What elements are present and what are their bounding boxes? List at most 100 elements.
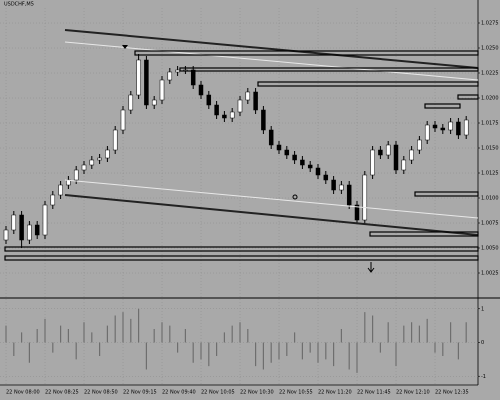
x-tick-label: 22 Nov 08:25 [45, 390, 79, 396]
histogram-bar [340, 329, 342, 343]
histogram-bar [13, 342, 15, 356]
level-box [4, 246, 479, 252]
candle-body [331, 179, 336, 191]
histogram-bar [364, 312, 366, 343]
candle-body [276, 144, 282, 151]
candle-body [385, 144, 391, 156]
y-tick-label: 1.0275 [481, 21, 499, 27]
trend-line [64, 179, 479, 219]
candle-body [401, 159, 407, 171]
candle-body [81, 164, 87, 171]
candle-body [417, 139, 422, 151]
level-box [179, 67, 479, 72]
histogram-bar [426, 318, 428, 343]
candle-body [27, 224, 32, 241]
x-tick-label: 22 Nov 12:10 [396, 390, 430, 396]
histogram-bar [200, 342, 202, 360]
drawn-objects [4, 29, 479, 273]
candle-body [175, 69, 180, 73]
histogram-bar [177, 342, 179, 353]
histogram-bar [122, 312, 124, 343]
histogram-bar [52, 342, 54, 353]
candle-body [73, 169, 79, 181]
candle-body [214, 104, 219, 116]
candle-body [159, 79, 165, 101]
trend-line [64, 29, 479, 69]
histogram-bar [239, 322, 241, 343]
histogram-bar [356, 342, 358, 373]
y-tick-label: -1 [481, 374, 486, 380]
histogram-bar [286, 342, 288, 356]
histogram-bar [192, 342, 194, 363]
x-tick-label: 22 Nov 11:45 [357, 390, 391, 396]
histogram-bar [372, 315, 374, 343]
histogram-bar [465, 322, 467, 343]
histogram-bar [278, 342, 280, 360]
histogram-bar [208, 342, 210, 367]
candle-body [339, 184, 344, 191]
candle-body [50, 194, 56, 206]
candle-body [253, 91, 258, 111]
candle-body [393, 144, 399, 171]
candle-body [206, 94, 212, 106]
x-tick-label: 22 Nov 09:40 [162, 390, 196, 396]
y-tick-label: 1 [481, 306, 484, 312]
y-tick-label: 1.0075 [481, 221, 499, 227]
candle-body [463, 119, 469, 136]
candle-body [19, 214, 24, 241]
histogram-bar [114, 315, 116, 343]
candle-body [448, 121, 453, 131]
y-tick-label: 1.0025 [481, 271, 499, 277]
histogram-bar [301, 342, 303, 360]
histogram-bar [333, 342, 335, 367]
candle-body [42, 204, 48, 236]
candle-body [3, 229, 9, 241]
candle-body [432, 124, 438, 129]
candle-body [120, 109, 126, 131]
histogram-bar [255, 342, 257, 367]
y-tick-label: 1.0150 [481, 146, 499, 152]
candle-body [167, 71, 173, 81]
chart-title: USDCHF,M5 [4, 2, 34, 8]
x-tick-label: 22 Nov 08:00 [6, 390, 40, 396]
candle-body [34, 224, 40, 236]
candle-body [300, 159, 305, 166]
y-tick-label: 1.0050 [481, 246, 499, 252]
x-tick-label: 22 Nov 09:15 [123, 390, 157, 396]
histogram-bar [138, 308, 140, 343]
histogram-bar [262, 342, 264, 370]
histogram-bar [130, 318, 132, 343]
candle-body [128, 94, 134, 111]
signal-marker [292, 194, 298, 200]
histogram-bar [99, 342, 101, 356]
y-tick-label: 0 [481, 340, 484, 346]
y-tick-label: 1.0175 [481, 121, 499, 127]
arrow-marker [122, 45, 128, 49]
histogram-bar [325, 342, 327, 360]
histogram-bar [106, 325, 108, 343]
trend-line [64, 41, 479, 81]
candle-body [261, 109, 266, 131]
candle-body [284, 149, 290, 156]
level-box [414, 191, 479, 197]
histogram-bar [317, 342, 319, 363]
x-tick-label: 22 Nov 11:20 [318, 390, 352, 396]
x-tick-label: 22 Nov 12:35 [435, 390, 469, 396]
histogram-bar [294, 332, 296, 343]
level-box [257, 81, 479, 87]
histogram-bar [309, 342, 311, 353]
level-box [134, 50, 479, 56]
y-tick-label: 1.0225 [481, 71, 499, 77]
candle-body [229, 111, 235, 119]
candle-body [362, 174, 368, 221]
candle-body [292, 154, 297, 161]
level-box [457, 94, 479, 100]
histogram-bar [153, 329, 155, 343]
histogram-bar [270, 342, 272, 363]
histogram-bar [403, 325, 405, 343]
candle-body [456, 121, 461, 136]
histogram-bar [21, 332, 23, 343]
histogram-bar [348, 342, 350, 370]
histogram-bar [36, 329, 38, 343]
